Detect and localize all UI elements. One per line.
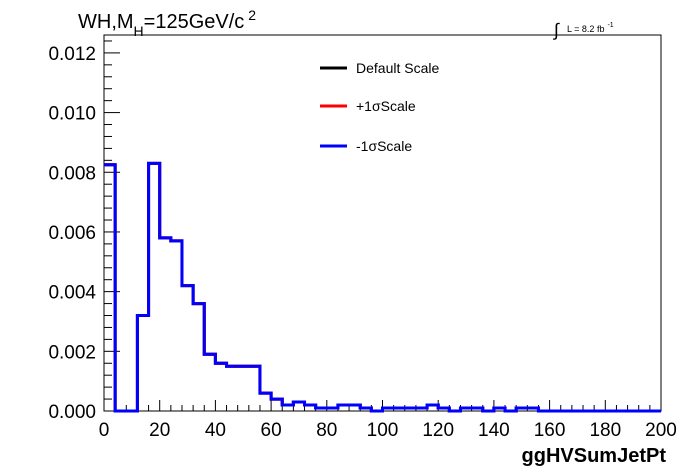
x-tick-label: 0 [99,420,110,441]
x-tick-label: 60 [261,420,282,441]
y-tick-label: 0.010 [48,104,96,125]
lumi-label: L = 8.2 fb -1 [567,22,614,34]
series-line-2 [104,161,661,413]
legend-label-0: Default Scale [356,60,439,76]
series-layer [104,161,661,413]
x-tick-label: 140 [478,420,510,441]
axes: 0 20 40 60 80 100 120 140 160 180 200 0.000 0.002 0.0… [48,40,677,441]
chart-title-subscript: H [134,23,144,39]
chart-title-rest: =125GeV/c [144,11,245,33]
x-tick-label: 100 [367,420,399,441]
legend: Default Scale +1σScale -1σScale [320,60,439,154]
y-tick-label: 0.008 [48,163,96,184]
chart-title: WH,MH=125GeV/c 2 [78,7,256,39]
integral-sign: ∫ [552,20,560,40]
chart-title-superscript: 2 [248,7,256,23]
y-tick-label: 0.004 [48,283,96,304]
x-tick-label: 80 [316,420,337,441]
x-tick-label: 160 [534,420,566,441]
y-tick-label: 0.002 [48,342,96,363]
x-axis-label: ggHVSumJetPt [522,445,667,467]
plot-frame [103,34,662,412]
y-tick-label: 0.006 [48,223,96,244]
y-tick-label: 0.000 [48,402,96,423]
lumi-superscript: -1 [607,22,613,29]
x-tick-label: 120 [422,420,454,441]
x-tick-label: 40 [205,420,226,441]
legend-label-1: +1σScale [356,98,416,114]
y-tick-label: 0.012 [48,44,96,65]
legend-label-2: -1σScale [356,138,412,154]
x-tick-label: 200 [645,420,677,441]
x-tick-label: 180 [589,420,621,441]
x-tick-label: 20 [149,420,170,441]
